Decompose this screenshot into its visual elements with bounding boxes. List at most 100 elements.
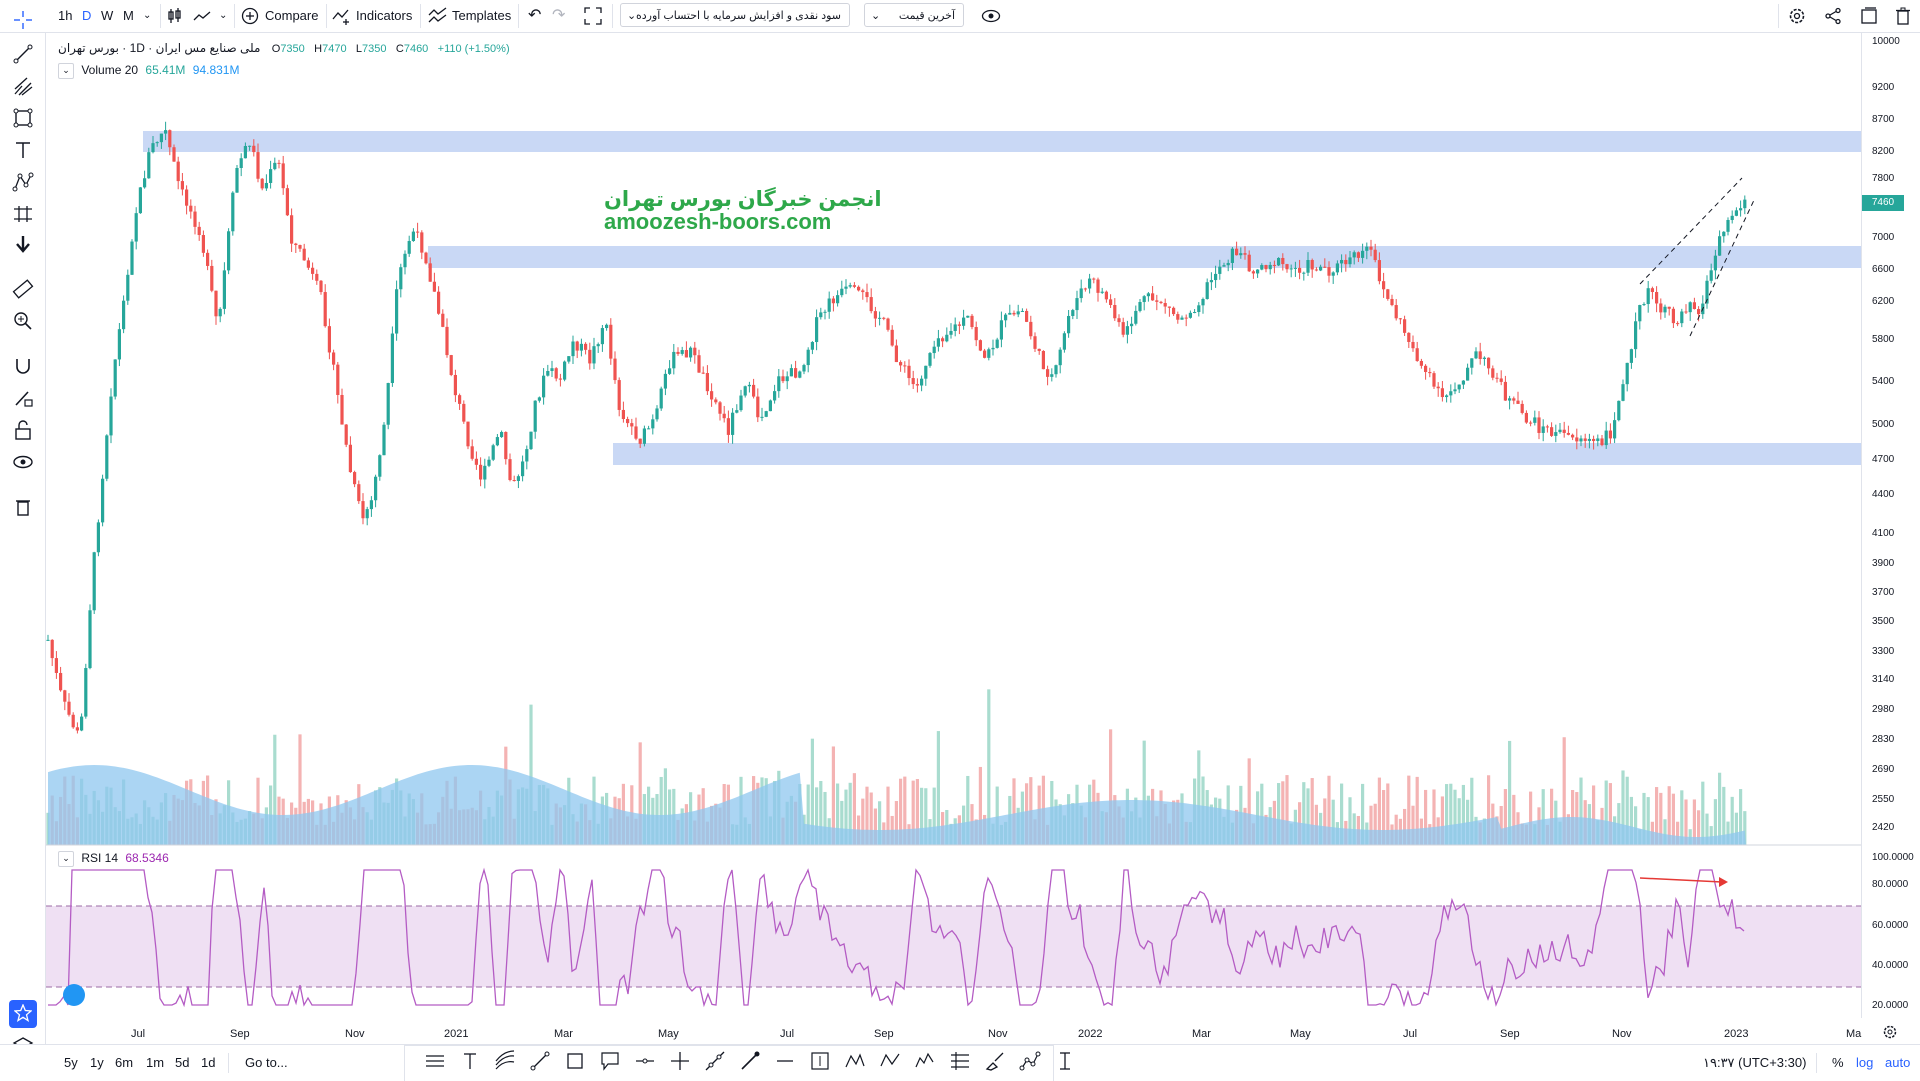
range-6m[interactable]: 6m	[115, 1055, 134, 1070]
eye-icon[interactable]	[981, 8, 1001, 24]
remove-drawings-trash-icon[interactable]	[12, 496, 34, 518]
resistance-zone-top	[143, 131, 1861, 152]
axis-settings-gear-icon[interactable]	[1882, 1024, 1898, 1040]
range-5d[interactable]: 5d	[175, 1055, 190, 1070]
candle-body	[458, 395, 462, 404]
range-1d[interactable]: 1d	[201, 1055, 216, 1070]
collapse-chevron-icon[interactable]: ⌄	[58, 851, 74, 867]
lock-drawing-pencil-icon[interactable]	[12, 387, 34, 409]
text-icon[interactable]	[12, 139, 34, 161]
candle-body	[1365, 246, 1369, 251]
extended-line-tool-icon[interactable]	[704, 1050, 726, 1072]
time-tick-label: Sep	[230, 1028, 250, 1040]
candles-chart-type-icon[interactable]	[166, 7, 184, 25]
candle-body	[764, 411, 768, 417]
pattern-icon[interactable]	[12, 171, 34, 193]
compare-plus-icon[interactable]	[241, 7, 259, 25]
rectangle-icon[interactable]	[12, 107, 34, 129]
cross-line-tool-icon[interactable]	[669, 1050, 691, 1072]
candle-body	[311, 267, 315, 274]
rectangle-tool-icon[interactable]	[564, 1050, 586, 1072]
candle-body	[726, 418, 730, 435]
interval-w[interactable]: W	[101, 8, 114, 23]
snapshot-icon[interactable]	[1860, 7, 1878, 25]
chevron-down-icon: ⌄	[627, 10, 637, 22]
compare-button[interactable]: Compare	[265, 8, 319, 23]
candle-body	[1739, 208, 1743, 211]
candle-body	[600, 328, 604, 345]
trend-line-tool-icon[interactable]	[529, 1050, 551, 1072]
volume-label[interactable]: Volume 20	[81, 63, 139, 78]
clock-timezone[interactable]: ۱۹:۳۷ (UTC+3:30)	[1703, 1055, 1807, 1070]
symbol-title[interactable]: ملی صنایع مس ایران · 1D · بورس تهران	[58, 41, 261, 55]
divergence-arrow	[1639, 877, 1728, 887]
price-source-dropdown[interactable]: آخرین قیمت	[864, 3, 964, 27]
elliott-wave-tool-icon[interactable]	[914, 1050, 936, 1072]
indicators-icon[interactable]	[332, 7, 352, 25]
crosshair-icon[interactable]	[12, 9, 34, 31]
interval-dropdown-icon[interactable]: ⌄	[143, 10, 152, 21]
trash-icon[interactable]	[1895, 7, 1911, 25]
callout-tool-icon[interactable]	[599, 1050, 621, 1072]
adjustment-dropdown[interactable]: سود نقدی و افزایش سرمایه با احتساب آورده	[620, 3, 850, 27]
settings-gear-icon[interactable]	[1788, 7, 1806, 25]
price-axis[interactable]	[1861, 33, 1920, 1018]
candle-body	[1713, 255, 1717, 271]
candle-body	[642, 428, 646, 444]
interval-m[interactable]: M	[123, 8, 134, 23]
pitchfork-tool-icon[interactable]	[494, 1050, 516, 1072]
trend-line-icon[interactable]	[12, 43, 34, 65]
range-5y[interactable]: 5y	[64, 1055, 78, 1070]
interval-1h[interactable]: 1h	[58, 8, 73, 23]
unlock-icon[interactable]	[12, 419, 34, 441]
prediction-measure-icon[interactable]	[12, 203, 34, 225]
xabcd-pattern-tool-icon[interactable]	[844, 1050, 866, 1072]
chart-type-dropdown-icon[interactable]: ⌄	[219, 10, 228, 21]
favorites-star-button[interactable]	[9, 1000, 37, 1028]
ruler-icon[interactable]	[12, 278, 34, 300]
show-hide-eye-icon[interactable]	[12, 451, 34, 473]
brush-tool-icon[interactable]	[984, 1050, 1006, 1072]
zoom-in-icon[interactable]	[12, 310, 34, 332]
abcd-pattern-tool-icon[interactable]	[879, 1050, 901, 1072]
arrow-down-icon[interactable]	[12, 233, 34, 255]
candle-body	[752, 384, 756, 397]
candle-body	[1121, 322, 1125, 335]
horizontal-ray-tool-icon[interactable]	[634, 1050, 656, 1072]
info-line-tool-icon[interactable]	[739, 1050, 761, 1072]
redo-icon[interactable]: ↷	[552, 7, 566, 24]
price-tick-label: 7800	[1872, 173, 1895, 184]
percent-scale-toggle[interactable]: %	[1832, 1055, 1844, 1070]
auto-scale-toggle[interactable]: auto	[1885, 1055, 1911, 1070]
candle-body	[1134, 310, 1138, 324]
price-chart[interactable]	[46, 33, 1861, 1018]
path-tool-icon[interactable]	[1019, 1050, 1041, 1072]
line-chart-icon[interactable]	[192, 7, 212, 25]
vertical-measure-tool-icon[interactable]	[1054, 1050, 1076, 1072]
candle-body	[243, 145, 247, 159]
fullscreen-icon[interactable]	[584, 7, 602, 25]
range-1m[interactable]: 1m	[146, 1055, 165, 1070]
candle-body	[1285, 264, 1289, 270]
range-1y[interactable]: 1y	[90, 1055, 104, 1070]
price-range-tool-icon[interactable]	[809, 1050, 831, 1072]
templates-button[interactable]: Templates	[452, 8, 512, 23]
share-icon[interactable]	[1824, 7, 1842, 25]
candle-body	[353, 472, 357, 485]
horizontal-segment-tool-icon[interactable]	[774, 1050, 796, 1072]
fib-tool-icon[interactable]	[949, 1050, 971, 1072]
time-tick-label: 2021	[444, 1028, 469, 1040]
interval-d[interactable]: D	[82, 8, 92, 23]
rsi-label[interactable]: RSI 14	[81, 851, 119, 866]
indicators-button[interactable]: Indicators	[356, 8, 413, 23]
horizontal-lines-icon[interactable]	[424, 1050, 446, 1072]
templates-icon[interactable]	[428, 7, 448, 25]
goto-date-button[interactable]: Go to...	[245, 1055, 288, 1070]
text-tool-icon[interactable]	[459, 1050, 481, 1072]
pitchfork-icon[interactable]	[12, 75, 34, 97]
magnet-icon[interactable]	[12, 355, 34, 377]
log-scale-toggle[interactable]: log	[1856, 1055, 1874, 1070]
bottom-toolbar: 5y 1y 6m 1m 5d 1d Go to... ۱۹:۳۷ (UTC+3:…	[0, 1044, 1920, 1081]
collapse-chevron-icon[interactable]: ⌄	[58, 63, 74, 79]
undo-icon[interactable]: ↶	[528, 7, 542, 24]
